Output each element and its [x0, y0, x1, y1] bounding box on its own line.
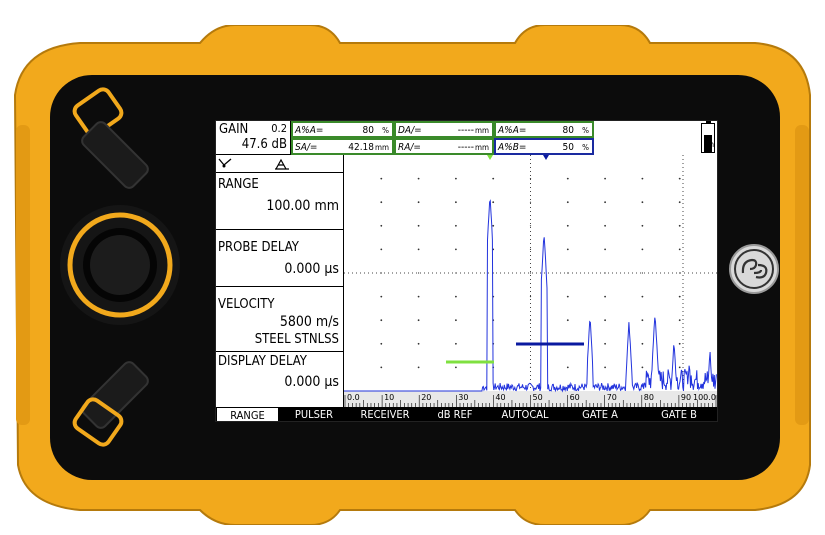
- a-scan-display: 0.0 10 20 30 40 50 60 70 80 90 100.0: [344, 155, 717, 407]
- velocity-parameter[interactable]: VELOCITY 5800 m/s STEEL STNLSS: [216, 287, 343, 352]
- probe-angle-icon: [218, 158, 232, 168]
- velocity-value: 5800 m/s: [279, 314, 339, 330]
- depth-tick-label: 0.0: [347, 393, 360, 402]
- softkey-db-ref[interactable]: dB REF: [437, 408, 473, 421]
- depth-tick-label: 70: [607, 393, 617, 402]
- battery-hours: 7h: [704, 140, 714, 149]
- upper-rocker-button[interactable]: [72, 87, 150, 191]
- depth-tick-label: 30: [458, 393, 468, 402]
- material-name: STEEL STNLSS: [254, 332, 339, 347]
- gain-step: 0.2: [271, 122, 287, 135]
- reading-gate-b-amplitude: A%B= 50 %: [494, 138, 594, 155]
- reading-a-amplitude: A%A= 80 %: [291, 121, 394, 138]
- softkey-gate-b[interactable]: GATE B: [661, 408, 697, 421]
- softkey-autocal[interactable]: AUTOCAL: [501, 408, 549, 421]
- softkey-pulser[interactable]: PULSER: [294, 408, 334, 421]
- reading-gate-a-amplitude: A%A= 80 %: [494, 121, 594, 138]
- gain-readout[interactable]: GAIN 0.2 47.6 dB: [216, 121, 291, 155]
- depth-tick-label: 20: [421, 393, 431, 402]
- depth-tick-label: 50: [533, 393, 543, 402]
- reading-reduced-projection: RA/= ----- mm: [394, 138, 494, 155]
- ge-logo-icon: [729, 244, 779, 294]
- velocity-label: VELOCITY: [218, 297, 275, 312]
- rectify-icon: [275, 158, 289, 170]
- depth-tick-label: 100.0: [693, 393, 716, 402]
- probe-delay-parameter[interactable]: PROBE DELAY 0.000 µs: [216, 230, 343, 287]
- depth-tick-label: 80: [644, 393, 654, 402]
- softkey-gate-a[interactable]: GATE A: [582, 408, 618, 421]
- gain-label: GAIN: [219, 122, 249, 137]
- probe-delay-value: 0.000 µs: [284, 261, 339, 277]
- range-parameter[interactable]: RANGE 100.00 mm: [216, 173, 343, 230]
- softkey-receiver[interactable]: RECEIVER: [360, 408, 410, 421]
- parameter-panel: RANGE 100.00 mm PROBE DELAY 0.000 µs VEL…: [216, 155, 344, 407]
- gate-markers: [487, 155, 549, 160]
- display-delay-label: DISPLAY DELAY: [218, 354, 307, 369]
- echo-signal: [344, 199, 717, 393]
- depth-tick-label: 60: [570, 393, 580, 402]
- reading-sound-path: SA/= 42.18 mm: [291, 138, 394, 155]
- gain-value: 47.6 dB: [241, 137, 287, 152]
- range-value: 100.00 mm: [266, 198, 339, 214]
- depth-tick-label: 10: [384, 393, 394, 402]
- joystick[interactable]: [60, 205, 180, 325]
- probe-delay-label: PROBE DELAY: [218, 240, 299, 255]
- instrument-screen: GAIN 0.2 47.6 dB A%A= 80 % SA/= 42.18 mm…: [215, 120, 718, 422]
- depth-tick-label: 90: [681, 393, 691, 402]
- depth-scale: 0.0 10 20 30 40 50 60 70 80 90 100.0: [344, 391, 717, 407]
- softkey-range[interactable]: RANGE: [216, 407, 279, 421]
- display-delay-parameter[interactable]: DISPLAY DELAY 0.000 µs: [216, 352, 343, 407]
- softkey-menu: RANGE PULSER RECEIVER dB REF AUTOCAL GATE A GA…: [216, 407, 717, 421]
- left-controls: [60, 87, 180, 448]
- reading-depth: DA/= ----- mm: [394, 121, 494, 138]
- battery-icon: [701, 121, 715, 153]
- a-scan-grid: [344, 155, 717, 391]
- display-delay-value: 0.000 µs: [284, 374, 339, 390]
- depth-tick-label: 40: [495, 393, 505, 402]
- range-label: RANGE: [218, 177, 259, 192]
- lower-rocker-button[interactable]: [72, 360, 150, 448]
- status-icons-row: [216, 155, 343, 173]
